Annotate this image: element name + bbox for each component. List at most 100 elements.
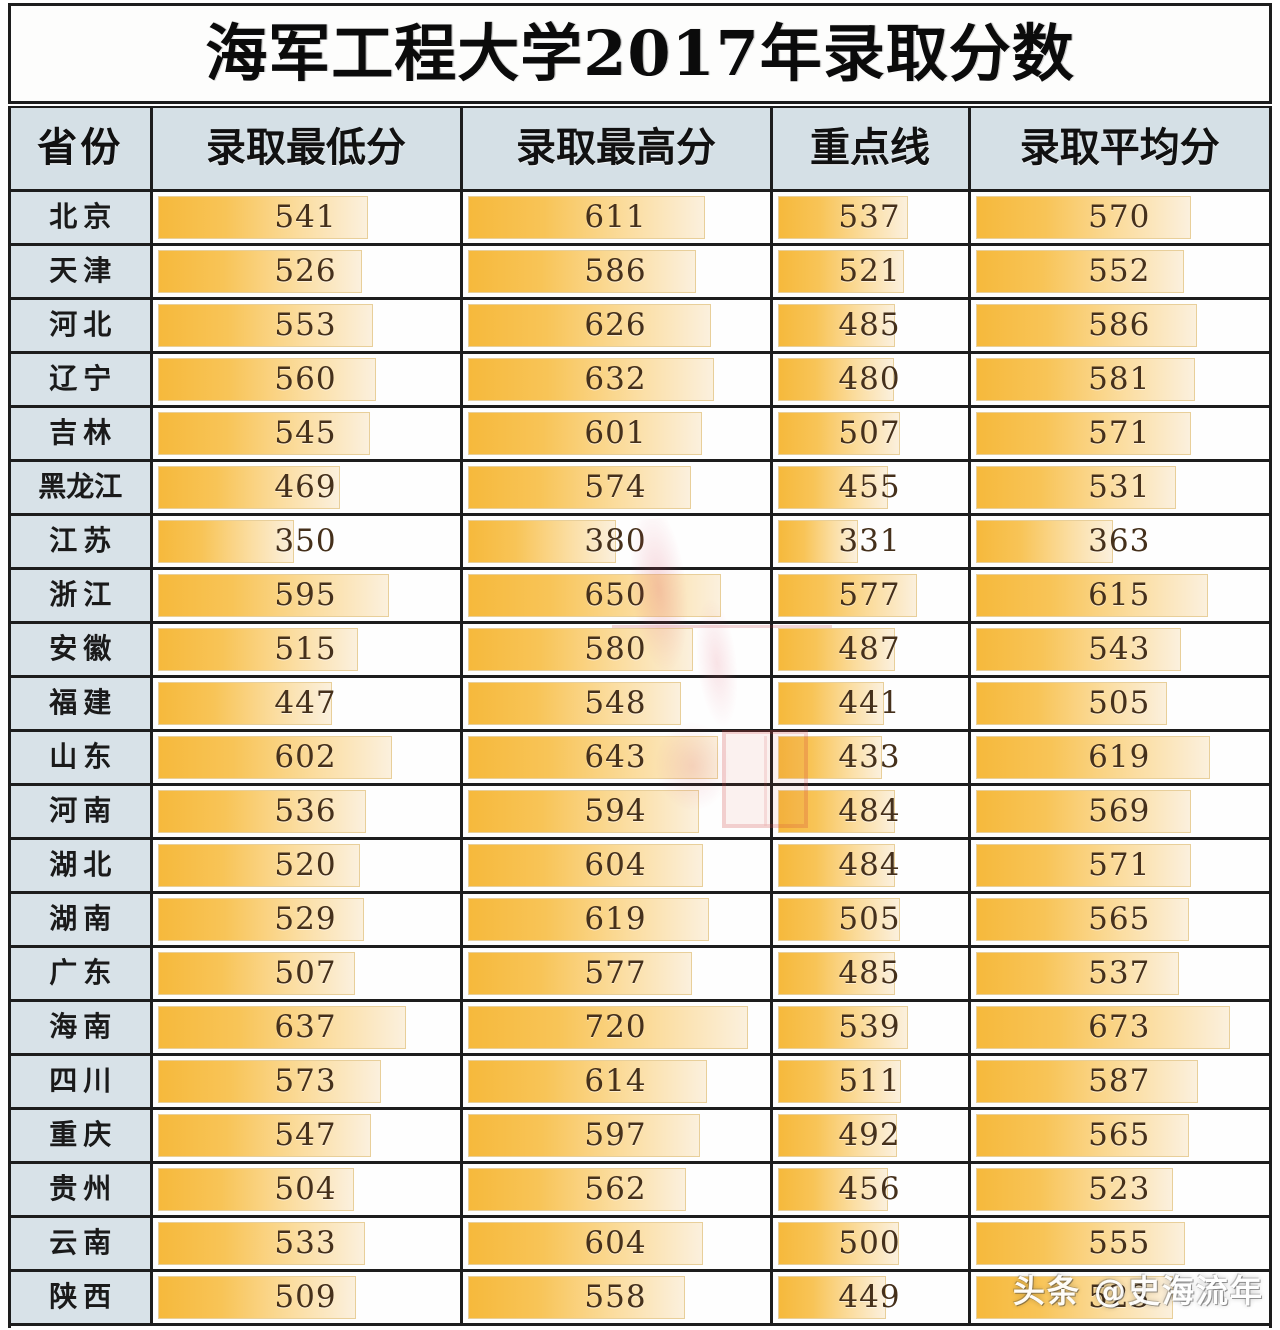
score-cell-max: 594 <box>461 784 773 840</box>
databar <box>157 1059 381 1103</box>
score-value: 543 <box>1088 630 1151 667</box>
table-row: 湖北 520 604 484 571 <box>11 838 1269 894</box>
score-value: 580 <box>584 630 647 667</box>
score-cell-avg: 581 <box>969 352 1269 408</box>
score-value: 485 <box>838 954 901 991</box>
province-cell: 陕西 <box>11 1270 153 1326</box>
score-value: 569 <box>1088 792 1151 829</box>
score-cell-max: 611 <box>461 190 773 246</box>
databar-holder: 485 <box>777 303 962 347</box>
table-row: 云南 533 604 500 555 <box>11 1216 1269 1272</box>
score-cell-key-line: 441 <box>771 676 971 732</box>
score-value: 565 <box>1088 1116 1151 1153</box>
databar <box>157 1005 406 1049</box>
table-row: 海南 637 720 539 673 <box>11 1000 1269 1056</box>
score-cell-key-line: 331 <box>771 514 971 570</box>
scores-table-wrapper: 省份 录取最低分 录取最高分 重点线 录取平均分 北京 541 6 <box>8 106 1272 1328</box>
table-row: 吉林 545 601 507 571 <box>11 406 1269 462</box>
score-value: 480 <box>838 360 901 397</box>
databar-holder: 586 <box>975 303 1264 347</box>
table-row: 辽宁 560 632 480 581 <box>11 352 1269 408</box>
score-value: 597 <box>584 1116 647 1153</box>
databar <box>975 303 1198 347</box>
score-value: 505 <box>838 900 901 937</box>
score-value: 500 <box>838 1224 901 1261</box>
column-header-avg: 录取平均分 <box>969 108 1269 192</box>
databar <box>157 357 376 401</box>
score-cell-avg: 523 <box>969 1270 1269 1326</box>
score-value: 571 <box>1088 414 1151 451</box>
score-cell-key-line: 433 <box>771 730 971 786</box>
score-cell-avg: 555 <box>969 1216 1269 1272</box>
databar-holder: 580 <box>467 627 764 671</box>
score-cell-min: 536 <box>151 784 463 840</box>
score-cell-key-line: 480 <box>771 352 971 408</box>
score-cell-max: 562 <box>461 1162 773 1218</box>
score-value: 601 <box>584 414 647 451</box>
score-cell-min: 560 <box>151 352 463 408</box>
databar <box>975 465 1177 509</box>
databar <box>467 357 714 401</box>
databar-holder: 548 <box>467 681 764 725</box>
score-cell-avg: 615 <box>969 568 1269 624</box>
province-cell: 广东 <box>11 946 153 1002</box>
databar <box>157 195 369 239</box>
databar-holder: 507 <box>777 411 962 455</box>
databar <box>157 843 361 887</box>
score-value: 553 <box>274 306 337 343</box>
score-value: 571 <box>1088 846 1151 883</box>
score-value: 533 <box>274 1224 337 1261</box>
databar <box>157 411 370 455</box>
table-row: 重庆 547 597 492 565 <box>11 1108 1269 1164</box>
score-cell-key-line: 485 <box>771 298 971 354</box>
score-cell-avg: 543 <box>969 622 1269 678</box>
table-row: 安徽 515 580 487 543 <box>11 622 1269 678</box>
score-cell-min: 504 <box>151 1162 463 1218</box>
databar <box>975 1005 1231 1049</box>
score-cell-min: 526 <box>151 244 463 300</box>
column-header-key-line: 重点线 <box>771 108 971 192</box>
databar-holder: 619 <box>975 735 1264 779</box>
score-value: 485 <box>838 306 901 343</box>
databar-holder: 577 <box>777 573 962 617</box>
score-cell-max: 619 <box>461 892 773 948</box>
score-value: 637 <box>274 1008 337 1045</box>
databar <box>467 411 702 455</box>
column-header-max: 录取最高分 <box>461 108 773 192</box>
province-cell: 辽宁 <box>11 352 153 408</box>
databar-holder: 581 <box>975 357 1264 401</box>
databar <box>467 951 693 995</box>
databar <box>777 1005 908 1049</box>
databar-holder: 643 <box>467 735 764 779</box>
score-cell-min: 447 <box>151 676 463 732</box>
score-value: 614 <box>584 1062 647 1099</box>
province-label: 河南 <box>49 794 118 827</box>
table-row: 江苏 350 380 331 363 <box>11 514 1269 570</box>
databar <box>157 249 363 293</box>
databar-holder: 604 <box>467 1221 764 1265</box>
databar <box>777 1221 899 1265</box>
databar-holder: 484 <box>777 843 962 887</box>
score-value: 577 <box>584 954 647 991</box>
score-cell-min: 637 <box>151 1000 463 1056</box>
databar <box>975 1221 1186 1265</box>
score-value: 615 <box>1088 576 1151 613</box>
column-header-max-label: 录取最高分 <box>516 125 716 172</box>
databar <box>975 1275 1174 1319</box>
databar <box>777 843 895 887</box>
score-value: 720 <box>584 1008 647 1045</box>
score-value: 604 <box>584 1224 647 1261</box>
province-label: 陕西 <box>49 1280 118 1313</box>
score-value: 536 <box>274 792 337 829</box>
databar <box>777 519 858 563</box>
score-value: 487 <box>838 630 901 667</box>
score-cell-min: 509 <box>151 1270 463 1326</box>
score-cell-min: 350 <box>151 514 463 570</box>
score-cell-key-line: 537 <box>771 190 971 246</box>
score-cell-min: 545 <box>151 406 463 462</box>
column-header-key-line-label: 重点线 <box>810 125 930 172</box>
score-cell-max: 632 <box>461 352 773 408</box>
score-cell-min: 469 <box>151 460 463 516</box>
score-value: 555 <box>1088 1224 1151 1261</box>
